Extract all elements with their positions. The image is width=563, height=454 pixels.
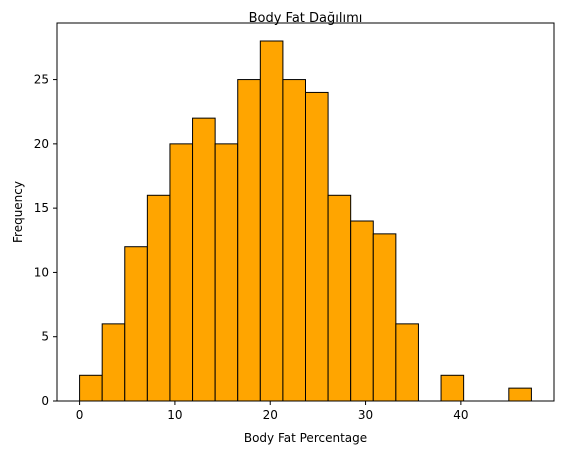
- y-tick-label: 10: [34, 265, 49, 279]
- histogram-bar: [124, 246, 148, 402]
- x-tick-label: 10: [167, 408, 182, 422]
- histogram-bar: [101, 323, 126, 402]
- histogram-bar: [214, 143, 239, 402]
- histogram-bar: [146, 194, 171, 402]
- histogram-bar: [508, 387, 532, 402]
- y-axis-label: Frequency: [11, 181, 25, 243]
- histogram-bar: [440, 374, 465, 402]
- histogram-bar: [192, 117, 216, 402]
- y-tick-label: 0: [41, 394, 49, 408]
- histogram-bar: [350, 220, 374, 402]
- x-tick-label: 40: [453, 408, 468, 422]
- y-tick-label: 25: [34, 73, 49, 87]
- histogram-bar: [395, 323, 419, 402]
- histogram-bar: [305, 91, 329, 402]
- x-tick-label: 0: [76, 408, 84, 422]
- y-tick-label: 20: [34, 137, 49, 151]
- histogram-bar: [327, 194, 352, 402]
- chart-title: Body Fat Dağılımı: [249, 11, 363, 26]
- histogram-bar: [169, 143, 194, 402]
- histogram-bar: [282, 79, 307, 402]
- histogram-bar: [237, 79, 261, 402]
- histogram-bar: [372, 233, 397, 402]
- y-tick-label: 15: [34, 201, 49, 215]
- y-axis-ticks: 0 5 10 15 20 25: [34, 73, 57, 408]
- plot-frame: [56, 22, 555, 402]
- bars-group: [79, 40, 532, 402]
- x-axis-ticks: 0 10 20 30 40: [76, 401, 469, 422]
- histogram-bar: [259, 40, 284, 402]
- x-tick-label: 30: [358, 408, 373, 422]
- x-tick-label: 20: [263, 408, 278, 422]
- histogram-bar: [79, 374, 103, 402]
- x-axis-label: Body Fat Percentage: [244, 431, 367, 445]
- y-tick-label: 5: [41, 330, 49, 344]
